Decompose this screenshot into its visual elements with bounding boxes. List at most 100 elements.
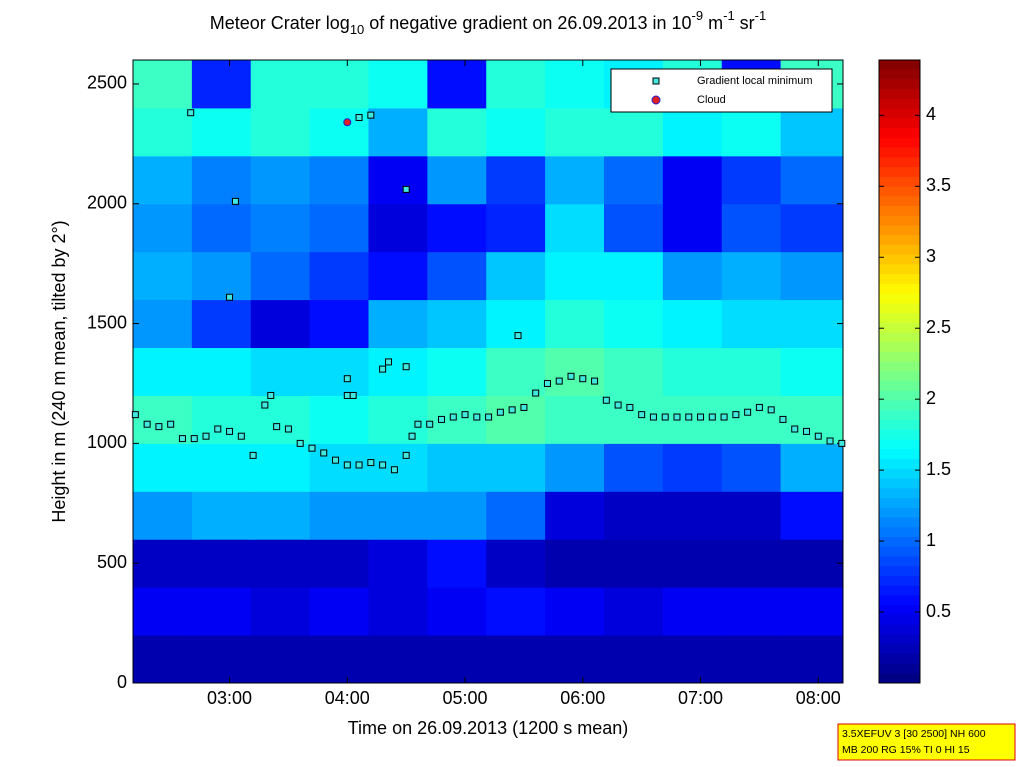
heat-cell xyxy=(486,155,546,205)
colorbar-strip xyxy=(879,624,920,635)
minimum-point xyxy=(343,391,351,399)
colorbar-tick-label: 1 xyxy=(926,530,936,550)
colorbar-tick-label: 1.5 xyxy=(926,459,951,479)
minimum-point xyxy=(626,403,634,411)
colorbar-tick-label: 3 xyxy=(926,246,936,266)
heat-cell xyxy=(721,299,782,349)
heat-cell xyxy=(662,635,723,684)
colorbar-strip xyxy=(879,488,920,499)
heat-cell xyxy=(780,587,844,636)
legend-marker xyxy=(651,95,661,105)
heat-cell xyxy=(250,587,311,636)
heat-cell xyxy=(133,635,193,684)
heat-cell xyxy=(191,251,252,301)
colorbar-strip xyxy=(879,361,920,372)
heat-cell xyxy=(309,347,369,396)
colorbar-strip xyxy=(879,517,920,528)
colorbar-strip xyxy=(879,332,920,343)
minimum-point xyxy=(461,411,469,419)
colorbar-strip xyxy=(879,429,920,441)
minimum-point xyxy=(520,403,528,411)
heat-cell xyxy=(250,299,311,349)
colorbar-strip xyxy=(879,507,920,519)
y-tick-label: 1500 xyxy=(87,312,127,332)
heat-cell xyxy=(250,60,311,109)
minimum-point xyxy=(567,372,575,380)
chart-title: Meteor Crater log10 of negative gradient… xyxy=(210,8,766,37)
heat-cell xyxy=(780,299,844,349)
colorbar-strip xyxy=(879,322,920,334)
minimum-point xyxy=(379,365,387,373)
minimum-point xyxy=(555,377,563,385)
colorbar-strip xyxy=(879,673,920,684)
heat-cell xyxy=(780,635,844,684)
colorbar-strip xyxy=(879,546,920,557)
minimum-point xyxy=(408,432,416,440)
heat-cell xyxy=(603,155,664,205)
heat-cell xyxy=(368,203,428,253)
heat-cell xyxy=(427,60,487,109)
minimum-point xyxy=(261,401,269,409)
heat-cell xyxy=(309,155,369,205)
heat-cell xyxy=(133,587,193,636)
minimum-point xyxy=(284,425,292,433)
heat-cell xyxy=(427,347,487,396)
heat-cell xyxy=(721,395,782,444)
heat-cell xyxy=(250,539,311,588)
y-tick-label: 500 xyxy=(97,552,127,572)
heat-cell xyxy=(780,347,844,396)
heat-cell xyxy=(721,539,782,588)
x-tick-label: 07:00 xyxy=(678,688,723,708)
colorbar-strip xyxy=(879,108,920,119)
heat-cell xyxy=(368,155,428,205)
heat-cell xyxy=(545,587,605,636)
y-tick-label: 2500 xyxy=(87,73,127,93)
colorbar-strip xyxy=(879,225,920,236)
colorbar-strip xyxy=(879,186,920,197)
y-tick-label: 1000 xyxy=(87,432,127,452)
heat-cell xyxy=(545,299,605,349)
minimum-point xyxy=(661,413,669,421)
minimum-point xyxy=(343,375,351,383)
minimum-point xyxy=(385,358,393,366)
minimum-point xyxy=(449,413,457,421)
heat-cell xyxy=(309,203,369,253)
minimum-point xyxy=(249,451,257,459)
heat-cell xyxy=(250,251,311,301)
colorbar-strip xyxy=(879,342,920,353)
heat-cell xyxy=(250,347,311,396)
colorbar-strip xyxy=(879,653,920,665)
heat-cell xyxy=(603,107,664,157)
colorbar-strip xyxy=(879,459,920,470)
colorbar-frame xyxy=(878,59,921,684)
heat-cell xyxy=(545,203,605,253)
minimum-point xyxy=(732,411,740,419)
heat-cell xyxy=(486,443,546,492)
minimum-point xyxy=(202,432,210,440)
minimum-point xyxy=(826,437,834,445)
minimum-point xyxy=(508,406,516,414)
heat-cell xyxy=(133,443,193,492)
minimum-point xyxy=(402,363,410,371)
heat-cell xyxy=(250,443,311,492)
heat-cell xyxy=(662,107,723,157)
minimum-point xyxy=(187,109,195,117)
heat-cell xyxy=(250,203,311,253)
heat-cell xyxy=(368,60,428,109)
heat-cell xyxy=(603,203,664,253)
heat-cell xyxy=(662,491,723,540)
heat-cell xyxy=(368,107,428,157)
minimum-point xyxy=(755,403,763,411)
minimum-point xyxy=(143,420,151,428)
minimum-point xyxy=(296,439,304,447)
minimum-point xyxy=(744,408,752,416)
heat-cell xyxy=(603,347,664,396)
title-superscript: -9 xyxy=(692,8,704,23)
heat-cell xyxy=(191,587,252,636)
heat-cell xyxy=(545,635,605,684)
colorbar-strip xyxy=(879,644,920,655)
heat-cell xyxy=(191,635,252,684)
heat-cell xyxy=(191,491,252,540)
x-tick-label: 05:00 xyxy=(443,688,488,708)
colorbar-strip xyxy=(879,556,920,567)
